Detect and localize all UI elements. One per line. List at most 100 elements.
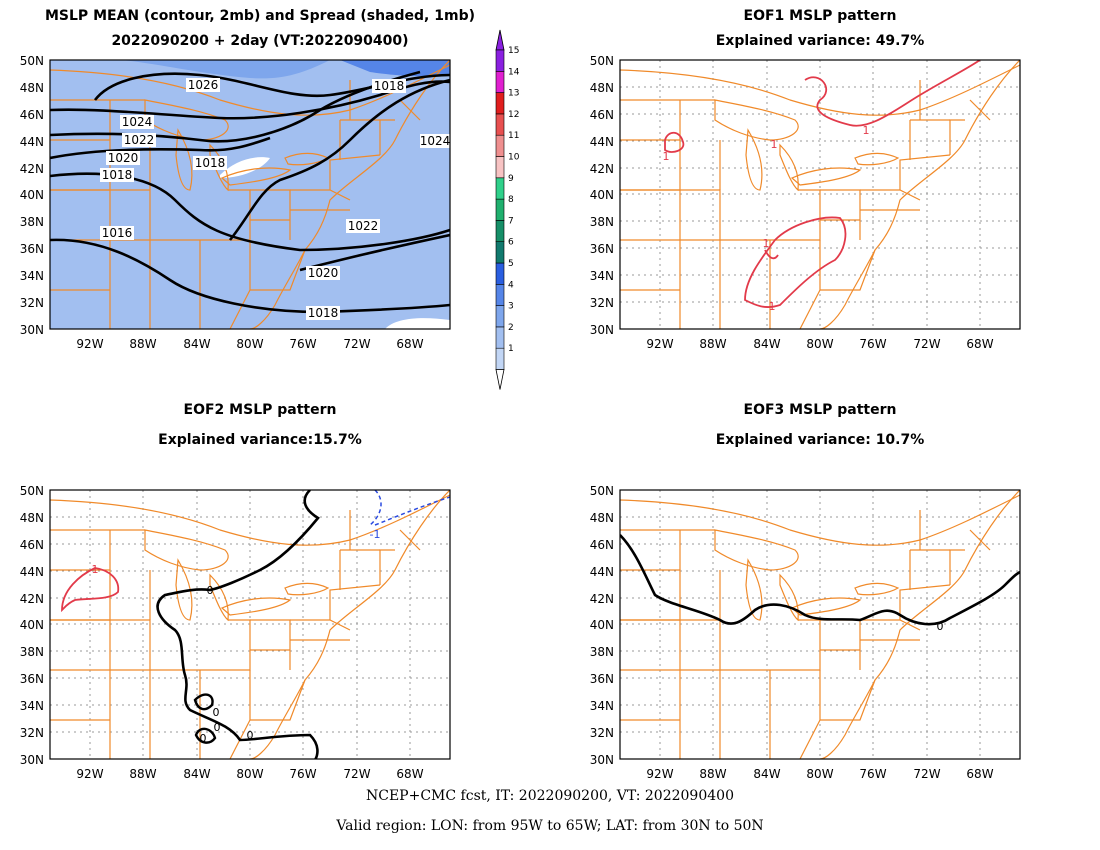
lon-label: 84W xyxy=(183,767,210,781)
colorbar-swatch xyxy=(495,198,505,221)
lon-label: 92W xyxy=(646,337,673,351)
eof2-zero-label: 0 xyxy=(214,721,221,734)
panel3-title-line2: Explained variance:15.7% xyxy=(158,432,362,448)
colorbar-label: 8 xyxy=(508,195,514,205)
panel4-title-line1: EOF3 MSLP pattern xyxy=(743,402,897,418)
contour-labels: 1026 1024 1022 1020 1018 1016 1018 1018 … xyxy=(100,78,450,320)
panel1-map: 1026 1024 1022 1020 1018 1016 1018 1018 … xyxy=(50,60,450,329)
panel4-frame xyxy=(619,489,1021,760)
colorbar-swatch xyxy=(495,305,505,328)
colorbar-label: 14 xyxy=(508,67,520,77)
lat-label: 50N xyxy=(20,54,44,68)
colorbar-label: 6 xyxy=(508,238,514,248)
eof2-zero-label: 0 xyxy=(213,706,220,719)
lat-label: 46N xyxy=(590,108,614,122)
lon-label: 92W xyxy=(76,767,103,781)
panel4-lon-axis: 92W 88W 84W 80W 76W 72W 68W xyxy=(646,767,993,781)
lon-label: 84W xyxy=(183,337,210,351)
lat-label: 36N xyxy=(20,672,44,686)
lat-label: 34N xyxy=(20,699,44,713)
colorbar-label: 2 xyxy=(508,323,514,333)
lon-label: 76W xyxy=(859,767,886,781)
lat-label: 42N xyxy=(590,162,614,176)
lat-label: 42N xyxy=(20,162,44,176)
panel1-title-line1: MSLP MEAN (contour, 2mb) and Spread (sha… xyxy=(45,8,475,24)
lon-label: 72W xyxy=(343,767,370,781)
lat-label: 50N xyxy=(590,54,614,68)
colorbar-swatch xyxy=(495,283,505,306)
lon-label: 84W xyxy=(753,337,780,351)
lat-label: 40N xyxy=(590,618,614,632)
lon-label: 76W xyxy=(859,337,886,351)
contour-label-1018: 1018 xyxy=(195,156,226,170)
eof2-zero-label: 0 xyxy=(207,584,214,597)
lon-label: 68W xyxy=(396,337,423,351)
panel4-title-line2: Explained variance: 10.7% xyxy=(715,432,925,448)
panel1-frame xyxy=(49,59,451,330)
colorbar-swatch xyxy=(495,177,505,200)
lat-label: 38N xyxy=(590,215,614,229)
panel3-map: 0 0 0 0 0 1 -1 xyxy=(50,490,450,759)
eof2-zero-label: 0 xyxy=(200,732,207,745)
lon-label: 72W xyxy=(913,767,940,781)
eof2-zero-label: 0 xyxy=(247,729,254,742)
lat-label: 32N xyxy=(20,296,44,310)
lat-label: 48N xyxy=(20,511,44,525)
colorbar-label: 4 xyxy=(508,280,514,290)
colorbar-label: 9 xyxy=(508,174,514,184)
lon-label: 80W xyxy=(236,337,263,351)
panel2-title-line1: EOF1 MSLP pattern xyxy=(743,8,897,24)
lat-label: 42N xyxy=(20,592,44,606)
eof3-zero-label: 0 xyxy=(937,620,944,633)
lat-label: 30N xyxy=(20,323,44,337)
lat-label: 40N xyxy=(590,188,614,202)
colorbar-max-arrow xyxy=(495,29,505,51)
eof2-contours xyxy=(61,490,450,759)
contour-label-1016: 1016 xyxy=(102,226,133,240)
lat-label: 34N xyxy=(590,269,614,283)
lon-label: 88W xyxy=(129,767,156,781)
eof1-label: 1 xyxy=(663,150,670,163)
contour-label-1018: 1018 xyxy=(308,306,339,320)
lon-label: 88W xyxy=(129,337,156,351)
lon-label: 76W xyxy=(289,767,316,781)
eof2-negative-label: -1 xyxy=(370,528,381,541)
lat-label: 34N xyxy=(20,269,44,283)
lon-label: 68W xyxy=(966,337,993,351)
colorbar-swatch xyxy=(495,347,505,370)
panel4-map: 0 xyxy=(620,490,1020,759)
eof3-contour xyxy=(620,534,1020,626)
lat-label: 46N xyxy=(590,538,614,552)
lon-label: 72W xyxy=(913,337,940,351)
colorbar-label: 11 xyxy=(508,131,519,141)
lat-label: 38N xyxy=(20,215,44,229)
lon-label: 80W xyxy=(236,767,263,781)
lon-label: 88W xyxy=(699,337,726,351)
colorbar-label: 15 xyxy=(508,46,519,56)
panel3-title-line1: EOF2 MSLP pattern xyxy=(183,402,337,418)
lat-label: 30N xyxy=(20,753,44,767)
panel3-lon-axis: 92W 88W 84W 80W 76W 72W 68W xyxy=(76,767,423,781)
lat-label: 44N xyxy=(590,135,614,149)
spread-shading-level4 xyxy=(340,60,450,77)
colorbar-min-arrow xyxy=(495,369,505,390)
lat-label: 50N xyxy=(20,484,44,498)
lat-label: 44N xyxy=(20,135,44,149)
contour-label-1026: 1026 xyxy=(188,78,219,92)
lat-label: 42N xyxy=(590,592,614,606)
lon-label: 84W xyxy=(753,767,780,781)
colorbar-swatch xyxy=(495,220,505,242)
contour-label-1018: 1018 xyxy=(374,79,405,93)
colorbar-swatch xyxy=(495,326,505,349)
lat-label: 40N xyxy=(20,188,44,202)
panel1-lon-axis: 92W 88W 84W 80W 76W 72W 68W xyxy=(76,337,423,351)
lat-label: 46N xyxy=(20,108,44,122)
lat-label: 48N xyxy=(590,81,614,95)
lat-label: 36N xyxy=(590,672,614,686)
colorbar-label: 7 xyxy=(508,216,514,226)
lon-label: 68W xyxy=(396,767,423,781)
contour-label-1024: 1024 xyxy=(420,134,451,148)
colorbar-swatch xyxy=(495,134,505,157)
colorbar-swatch xyxy=(495,71,505,93)
